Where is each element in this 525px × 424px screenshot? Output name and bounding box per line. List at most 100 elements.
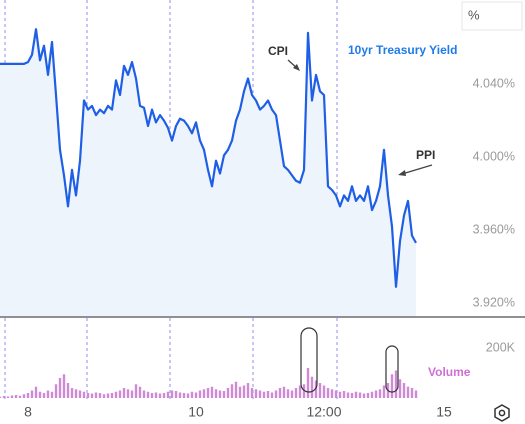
volume-bar [26, 393, 30, 398]
volume-bar [174, 391, 178, 398]
x-tick-label: 15 [436, 404, 452, 420]
volume-bar [310, 376, 314, 398]
volume-bar [58, 378, 62, 398]
volume-bar [270, 392, 274, 398]
volume-bar [266, 391, 270, 398]
volume-bar [38, 391, 42, 398]
volume-bar [186, 393, 190, 398]
volume-bar [318, 383, 322, 398]
volume-bar [2, 396, 6, 398]
volume-bar [406, 386, 410, 398]
annotation: PPI [416, 148, 435, 162]
volume-bar [226, 388, 230, 398]
volume-bar [182, 393, 186, 398]
volume-bar [254, 389, 258, 398]
volume-bar [374, 390, 378, 398]
volume-bar [286, 389, 290, 398]
volume-bar [150, 393, 154, 398]
x-tick-label: 12:00 [306, 404, 341, 420]
volume-bar [102, 394, 106, 398]
volume-bar [242, 385, 246, 398]
gear-hub [498, 409, 506, 417]
volume-bar [122, 388, 126, 398]
volume-bar [138, 386, 142, 398]
volume-bar [306, 368, 310, 398]
unit-box[interactable] [461, 1, 523, 31]
volume-bar [178, 392, 182, 398]
volume-bar [262, 391, 266, 398]
volume-bar [290, 390, 294, 398]
volume-bar [94, 392, 98, 398]
volume-bar [14, 395, 18, 398]
highlight-ellipse [300, 327, 318, 393]
volume-title: Volume [428, 365, 471, 379]
volume-bar [110, 393, 114, 398]
volume-bar [214, 389, 218, 398]
volume-bar [166, 391, 170, 398]
volume-bar [114, 391, 118, 398]
volume-bar [358, 392, 362, 398]
volume-bar [62, 374, 66, 398]
volume-bar [354, 391, 358, 398]
volume-bar [50, 391, 54, 398]
volume-bar [146, 391, 150, 398]
volume-bar [378, 389, 382, 398]
volume-bar [298, 385, 302, 398]
volume-bar [410, 388, 414, 398]
arrow-head [293, 64, 300, 71]
y-tick-label: 4.040% [473, 76, 515, 90]
volume-bar [126, 389, 130, 398]
highlight-ellipse [385, 345, 399, 393]
volume-bar [54, 384, 58, 398]
volume-bar [342, 391, 346, 398]
volume-bar [170, 390, 174, 398]
volume-bar [346, 392, 350, 398]
volume-bar [86, 393, 90, 398]
volume-bar [74, 389, 78, 398]
volume-bar [234, 381, 238, 398]
x-tick-label: 8 [24, 404, 32, 420]
volume-bar [382, 385, 386, 398]
plot [0, 28, 418, 398]
volume-bar [366, 393, 370, 398]
volume-bar [278, 388, 282, 398]
volume-bar [370, 391, 374, 398]
settings-icon[interactable] [494, 404, 510, 422]
volume-bar [194, 392, 198, 398]
volume-bar [210, 386, 214, 398]
volume-bar [362, 393, 366, 398]
chart-title: 10yr Treasury Yield [348, 43, 457, 57]
volume-bar [222, 391, 226, 398]
volume-bar [338, 391, 342, 398]
volume-bar [90, 393, 94, 398]
volume-bar [190, 391, 194, 398]
volume-bar [250, 388, 254, 398]
y-tick-label: 4.000% [473, 149, 515, 163]
volume-bar [22, 394, 26, 398]
y-tick-label: 3.920% [473, 296, 515, 310]
volume-bar [18, 395, 22, 398]
volume-bar [0, 396, 2, 398]
volume-bar [130, 390, 134, 398]
volume-bar [238, 386, 242, 398]
volume-bar [134, 384, 138, 398]
volume-bar [202, 389, 206, 398]
volume-bar [390, 374, 394, 398]
volume-bar [282, 386, 286, 398]
volume-bar [98, 393, 102, 398]
volume-bar [30, 390, 34, 398]
volume-bar [46, 390, 50, 398]
volume-bar [230, 384, 234, 398]
volume-bar [206, 388, 210, 398]
volume-bar [106, 393, 110, 398]
volume-bar [314, 380, 318, 398]
volume-bar [34, 386, 38, 398]
gear[interactable] [494, 404, 510, 422]
arrow-head [398, 170, 406, 176]
y-tick-label: 200K [486, 340, 516, 354]
volume-bar [78, 390, 82, 398]
volume-bar [294, 388, 298, 398]
volume-bar [402, 383, 406, 398]
volume-bar [302, 384, 306, 398]
volume-bar [82, 391, 86, 398]
